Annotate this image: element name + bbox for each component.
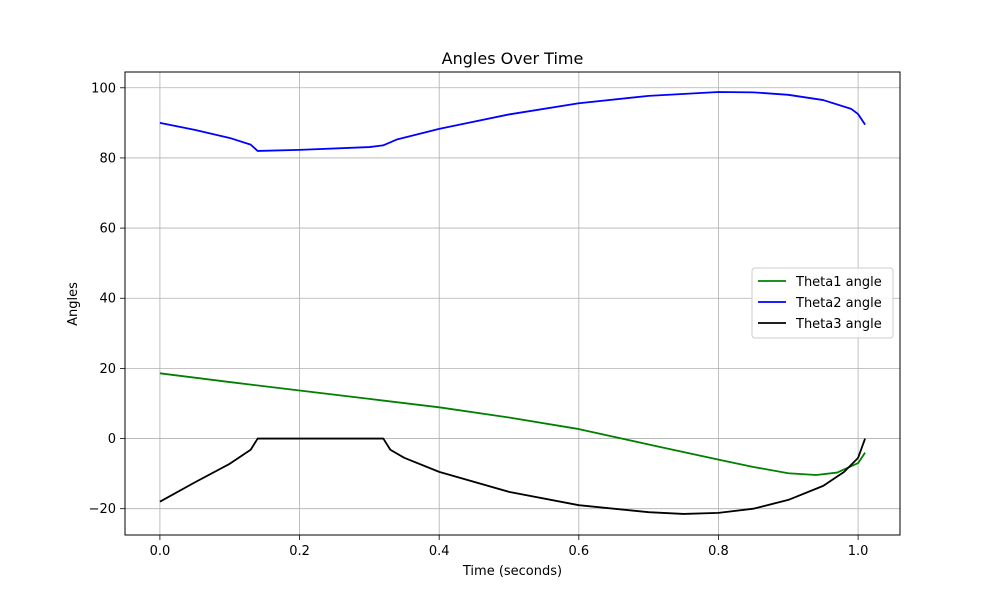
series-line-theta3 <box>159 437 866 515</box>
y-tick-label: −20 <box>89 502 116 517</box>
series-line-theta2 <box>159 91 866 152</box>
legend-label: Theta3 angle <box>795 317 882 332</box>
y-tick-label: 0 <box>108 432 116 447</box>
x-tick-label: 0.0 <box>150 544 171 559</box>
y-tick-label: 40 <box>99 292 116 307</box>
x-tick-label: 0.6 <box>568 544 589 559</box>
x-tick-label: 0.2 <box>289 544 310 559</box>
legend-box <box>751 267 894 339</box>
y-tick-label: 20 <box>99 362 116 377</box>
x-axis-label: Time (seconds) <box>462 564 562 579</box>
y-tick-label: 100 <box>91 81 116 96</box>
plot-frame <box>124 71 901 536</box>
x-tick-label: 0.8 <box>708 544 729 559</box>
y-tick-label: 80 <box>99 151 116 166</box>
legend-label: Theta1 angle <box>795 275 882 290</box>
y-axis-label: Angles <box>66 282 81 326</box>
x-tick-label: 0.4 <box>429 544 450 559</box>
y-axis-ticks: −20 0 20 40 60 80 100 <box>89 81 125 517</box>
y-tick-label: 60 <box>99 222 116 237</box>
x-axis-ticks: 0.0 0.2 0.4 0.6 0.8 1.0 <box>150 535 869 559</box>
series-line-theta1 <box>159 372 866 476</box>
x-tick-label: 1.0 <box>848 544 869 559</box>
chart-title: Angles Over Time <box>442 49 584 68</box>
legend-label: Theta2 angle <box>795 296 882 311</box>
series-lines <box>159 91 866 515</box>
legend: Theta1 angle Theta2 angle Theta3 angle <box>751 267 894 339</box>
